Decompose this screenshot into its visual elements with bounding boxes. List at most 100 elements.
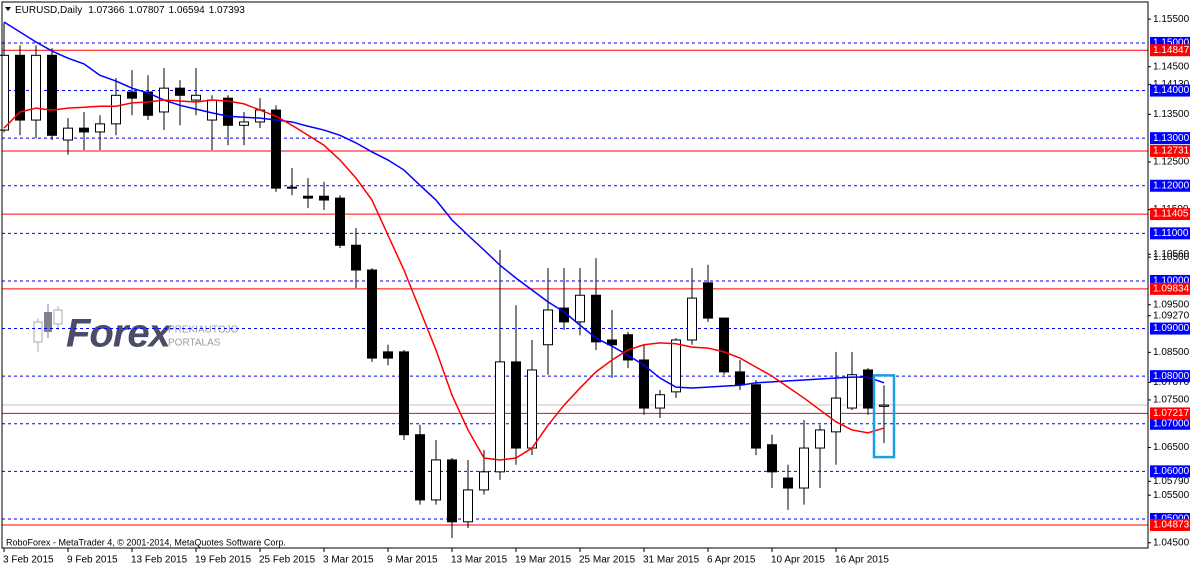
level-label-box <box>1150 370 1190 383</box>
candle-body <box>543 309 553 346</box>
level-label: 1.13000 <box>1153 133 1190 144</box>
x-tick-label: 13 Mar 2015 <box>451 555 508 566</box>
logo-candle <box>33 321 43 343</box>
level-label: 1.14847 <box>1153 45 1190 56</box>
x-tick-label: 9 Feb 2015 <box>67 555 118 566</box>
level-label-box <box>1150 519 1190 532</box>
level-label-box <box>1150 208 1190 221</box>
candle-body <box>207 99 217 121</box>
candle-body <box>655 394 665 409</box>
level-label-box <box>1150 84 1190 97</box>
candle-body <box>799 447 809 489</box>
y-tick-label: 1.08500 <box>1153 347 1190 358</box>
level-label-box <box>1150 282 1190 295</box>
plot <box>0 21 1148 539</box>
y-tick-label: 1.09270 <box>1153 310 1190 321</box>
x-tick-label: 6 Apr 2015 <box>707 555 756 566</box>
level-label-box <box>1150 44 1190 57</box>
candle-body <box>703 282 713 319</box>
y-tick-label: 1.10560 <box>1153 249 1190 260</box>
candle-body <box>495 361 505 473</box>
y-tick-label: 1.06500 <box>1153 442 1190 453</box>
candle-body <box>111 94 121 125</box>
candle-body <box>527 369 537 449</box>
candle-body <box>479 471 489 491</box>
highlight-box <box>872 374 896 459</box>
candle-body <box>399 351 409 436</box>
moving-average <box>3 99 885 461</box>
candle-body <box>671 339 681 393</box>
level-label-box <box>1150 132 1190 145</box>
candle-body <box>687 297 697 341</box>
level-label: 1.11405 <box>1153 209 1189 220</box>
candle-body <box>639 359 649 409</box>
candle-body <box>223 97 233 126</box>
y-tick-label: 1.09500 <box>1153 299 1190 310</box>
x-tick-label: 9 Mar 2015 <box>387 555 438 566</box>
candle-body <box>735 371 745 386</box>
candle-body <box>415 434 425 501</box>
y-tick-label: 1.13500 <box>1153 109 1190 120</box>
candle-body <box>623 334 633 361</box>
x-tick-label: 25 Feb 2015 <box>259 555 316 566</box>
candle-body <box>447 459 457 523</box>
candle-body <box>127 91 137 99</box>
y-tick-label: 1.07870 <box>1153 377 1190 388</box>
candle-body <box>383 351 393 359</box>
y-tick-label: 1.12500 <box>1153 157 1190 168</box>
y-tick-label: 1.07500 <box>1153 395 1190 406</box>
candle-body <box>287 186 297 189</box>
candle-body <box>607 339 617 346</box>
x-tick-label: 19 Mar 2015 <box>515 555 572 566</box>
plot-frame <box>1 1 1149 549</box>
candle-body <box>0 54 9 131</box>
level-label: 1.11000 <box>1153 228 1189 239</box>
candle-body <box>63 127 73 141</box>
y-tick-label: 1.04500 <box>1153 537 1190 548</box>
header-high: 1.07807 <box>128 5 165 16</box>
level-label-box <box>1150 227 1190 240</box>
level-label: 1.10000 <box>1153 276 1190 287</box>
y-tick-label: 1.05500 <box>1153 490 1190 501</box>
level-label: 1.08000 <box>1153 371 1190 382</box>
level-label-box <box>1150 322 1190 335</box>
candle-body <box>351 244 361 271</box>
candle-body <box>831 397 841 433</box>
level-label: 1.07217 <box>1153 408 1190 419</box>
candle-body <box>143 91 153 116</box>
candle-body <box>847 374 857 409</box>
symbol: EURUSD,Daily <box>15 5 82 16</box>
candle-body <box>591 294 601 343</box>
level-label-box <box>1150 465 1190 478</box>
header-close: 1.07393 <box>209 5 246 16</box>
candle-body <box>431 459 441 501</box>
candle-body <box>575 294 585 323</box>
header: EURUSD,Daily 1.07366 1.07807 1.06594 1.07393 <box>15 5 245 16</box>
y-tick-label: 1.15500 <box>1153 14 1190 25</box>
candle-body <box>239 121 249 126</box>
level-label: 1.04873 <box>1153 520 1190 531</box>
level-label: 1.06000 <box>1153 466 1190 477</box>
logo-candle <box>53 309 63 325</box>
level-label-box <box>1150 179 1190 192</box>
x-tick-label: 19 Feb 2015 <box>195 555 252 566</box>
candle-body <box>815 429 825 449</box>
candle-body <box>751 384 761 449</box>
watermark: Forex PREKIAUTOJO PORTALAS <box>33 304 239 356</box>
watermark-text: PREKIAUTOJO <box>168 325 239 336</box>
candle-body <box>271 109 281 189</box>
candle-body <box>463 489 473 523</box>
candle-body <box>15 54 25 121</box>
x-tick-label: 3 Mar 2015 <box>323 555 374 566</box>
logo-candle <box>44 312 52 332</box>
candle-body <box>335 197 345 246</box>
x-tick-label: 10 Apr 2015 <box>771 555 825 566</box>
y-tick-label: 1.14500 <box>1153 61 1190 72</box>
candle-body <box>79 127 89 133</box>
candle-body <box>879 404 889 407</box>
candle-body <box>303 195 313 199</box>
x-tick-label: 31 Mar 2015 <box>643 555 700 566</box>
x-tick-label: 13 Feb 2015 <box>131 555 188 566</box>
level-label-box <box>1150 144 1190 157</box>
